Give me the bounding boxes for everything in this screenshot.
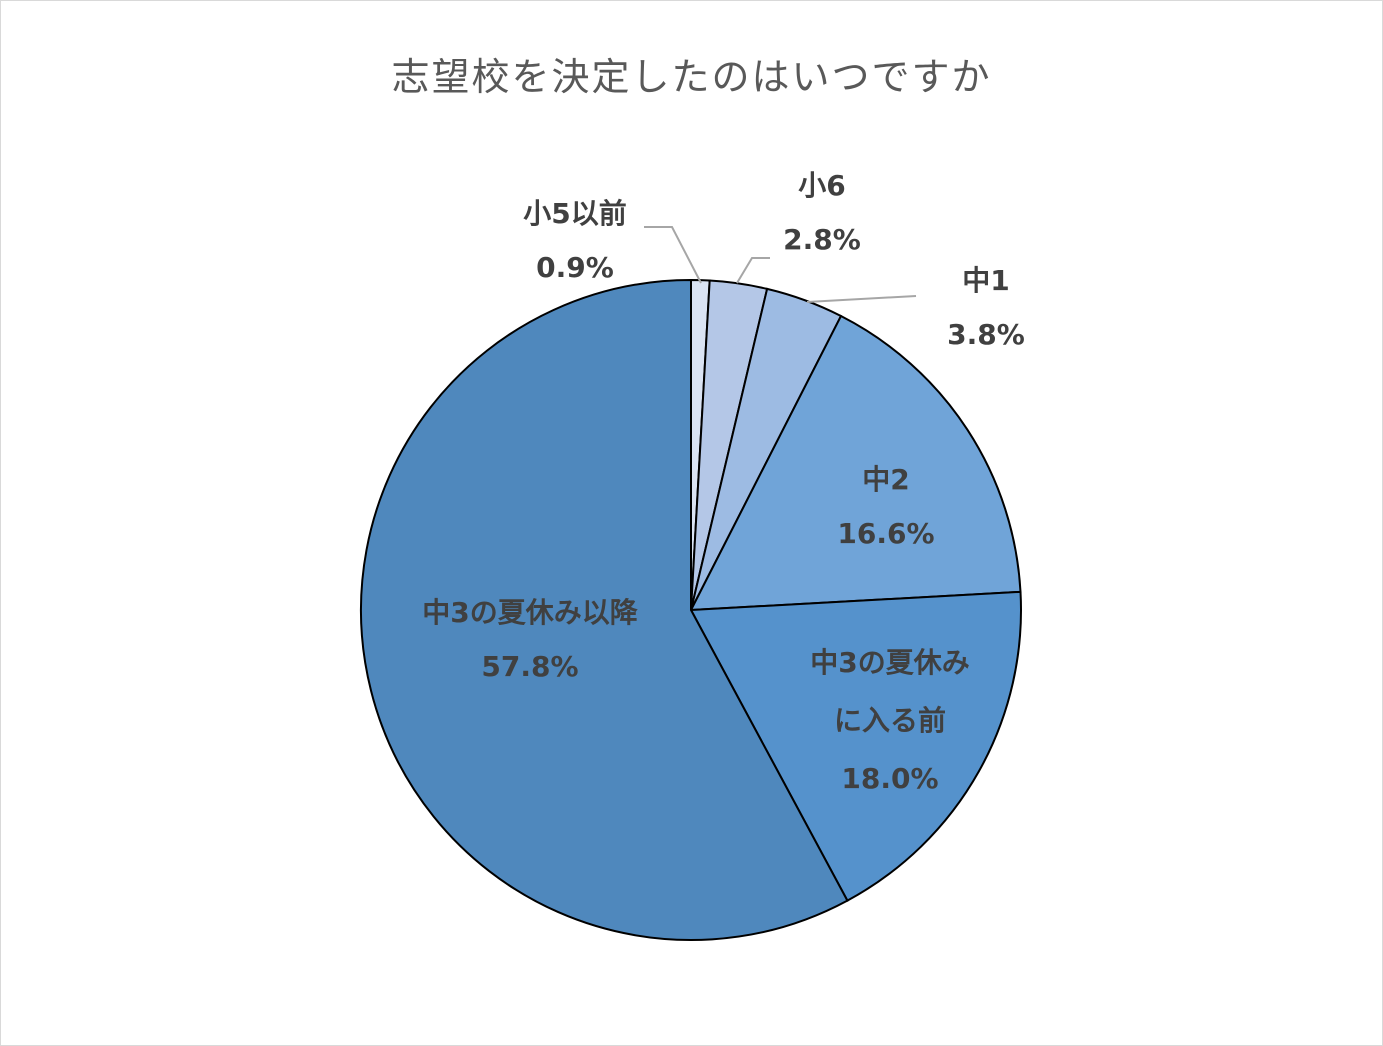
leader-line	[736, 257, 770, 284]
leader-line	[806, 295, 917, 303]
slice-label: 小5以前	[523, 197, 626, 230]
slice-label: 中1	[962, 264, 1009, 297]
chart-title: 志望校を決定したのはいつですか	[391, 55, 992, 99]
slice-label: 中2	[862, 463, 909, 496]
data-label: 18.0%	[841, 762, 938, 795]
slice-label: 中3の夏休み以降	[422, 596, 638, 629]
data-label: 16.6%	[837, 517, 934, 550]
slice-label: 小6	[798, 169, 845, 202]
leader-line	[644, 226, 702, 284]
data-label: 57.8%	[481, 650, 578, 683]
pie-slice	[689, 314, 1022, 612]
slice-label: に入る前	[834, 704, 946, 737]
pie-slice	[689, 590, 1022, 902]
pie-slice	[360, 278, 849, 941]
data-label: 0.9%	[536, 251, 614, 284]
slice-label: 中3の夏休み	[810, 646, 969, 679]
data-label: 2.8%	[783, 223, 861, 256]
data-label: 3.8%	[947, 318, 1025, 351]
